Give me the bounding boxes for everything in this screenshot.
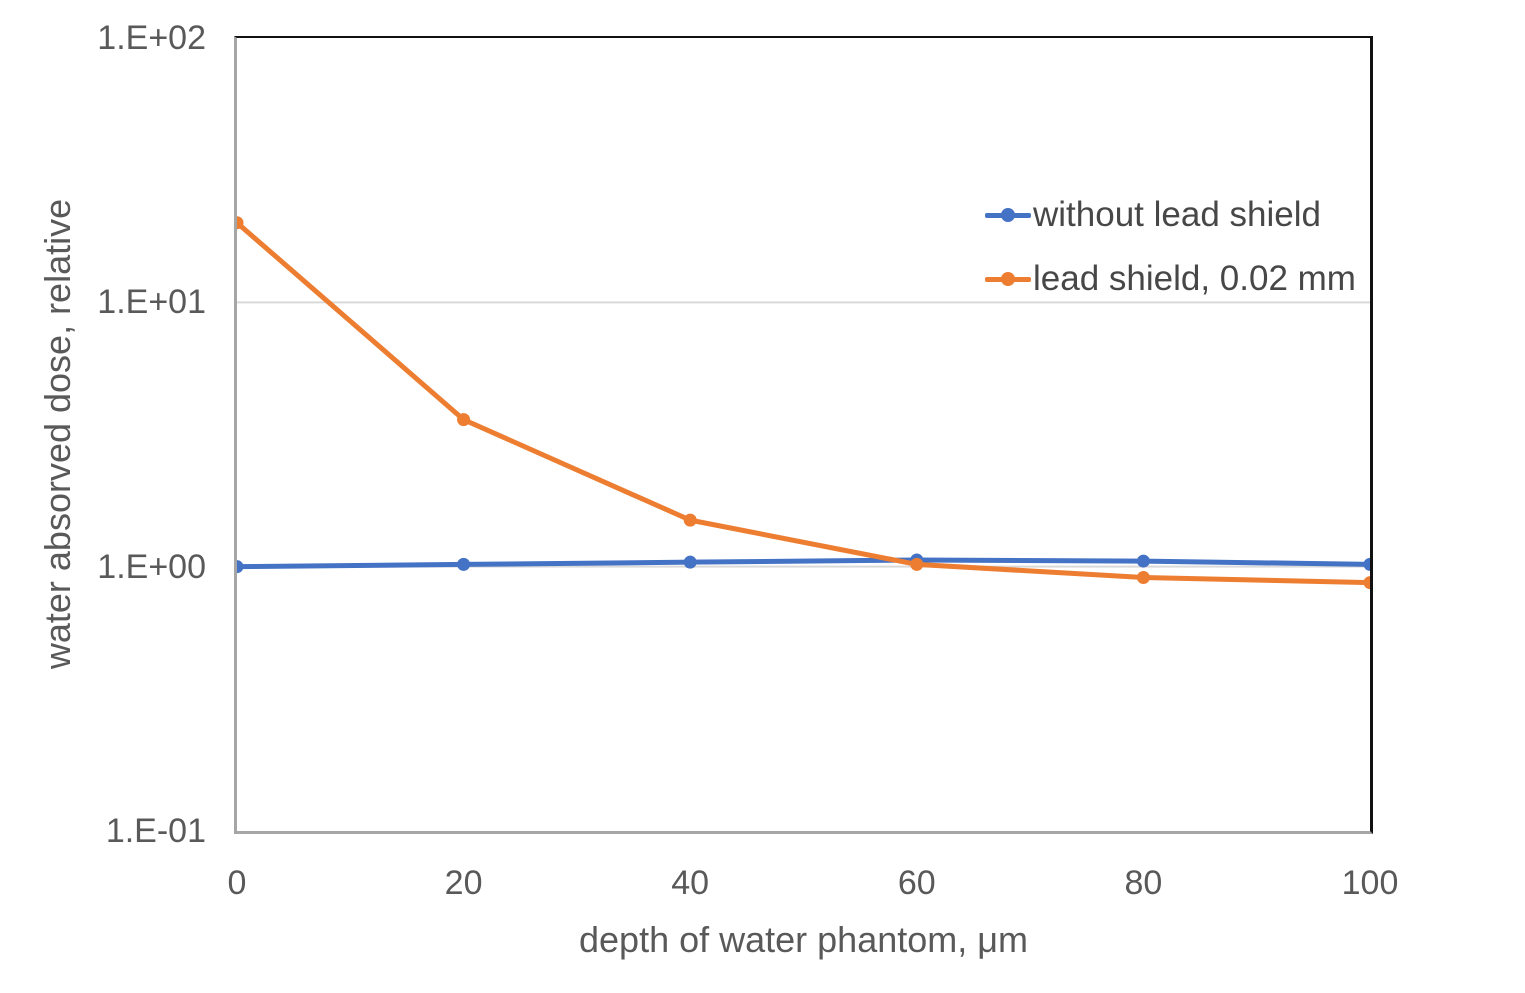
x-tick-label: 40 [671,864,710,902]
data-point [910,557,924,571]
legend-marker-dot-icon [1001,272,1015,286]
data-point [237,560,244,574]
legend-label: without lead shield [1033,195,1321,234]
plot-area: without lead shield lead shield, 0.02 mm [234,36,1373,834]
y-axis-title-text: water absorved dose, relative [37,198,78,670]
data-point [457,413,471,427]
legend-label: lead shield, 0.02 mm [1033,259,1356,298]
y-tick-label: 1.E+01 [97,283,206,322]
data-point [237,216,244,230]
x-axis-title: depth of water phantom, μm [579,919,1028,960]
x-tick-label: 0 [227,864,247,902]
legend-marker-icon [985,272,1031,286]
x-tick-label: 80 [1124,864,1163,902]
x-tick-label: 60 [897,864,936,902]
data-point [457,557,471,571]
series-line-1 [237,220,1370,586]
data-point [1136,570,1150,584]
legend-item: lead shield, 0.02 mm [985,258,1356,300]
data-point [1363,557,1370,571]
y-tick-label: 1.E+00 [97,547,206,586]
series-line-0 [237,557,1370,570]
y-tick-label: 1.E-01 [105,812,206,850]
x-tick-label: 100 [1341,864,1399,902]
legend-marker-dot-icon [1001,208,1015,222]
data-point [1136,554,1150,568]
data-point [1363,576,1370,590]
legend-item: without lead shield [985,194,1356,236]
y-axis-title: water absorved dose, relative [37,36,78,832]
data-point [683,513,697,527]
legend-marker-icon [985,208,1031,222]
x-tick-label: 20 [444,864,483,902]
data-point [683,555,697,569]
legend: without lead shield lead shield, 0.02 mm [985,194,1356,300]
plot-canvas [237,216,1370,590]
y-tick-label: 1.E+02 [97,19,206,57]
